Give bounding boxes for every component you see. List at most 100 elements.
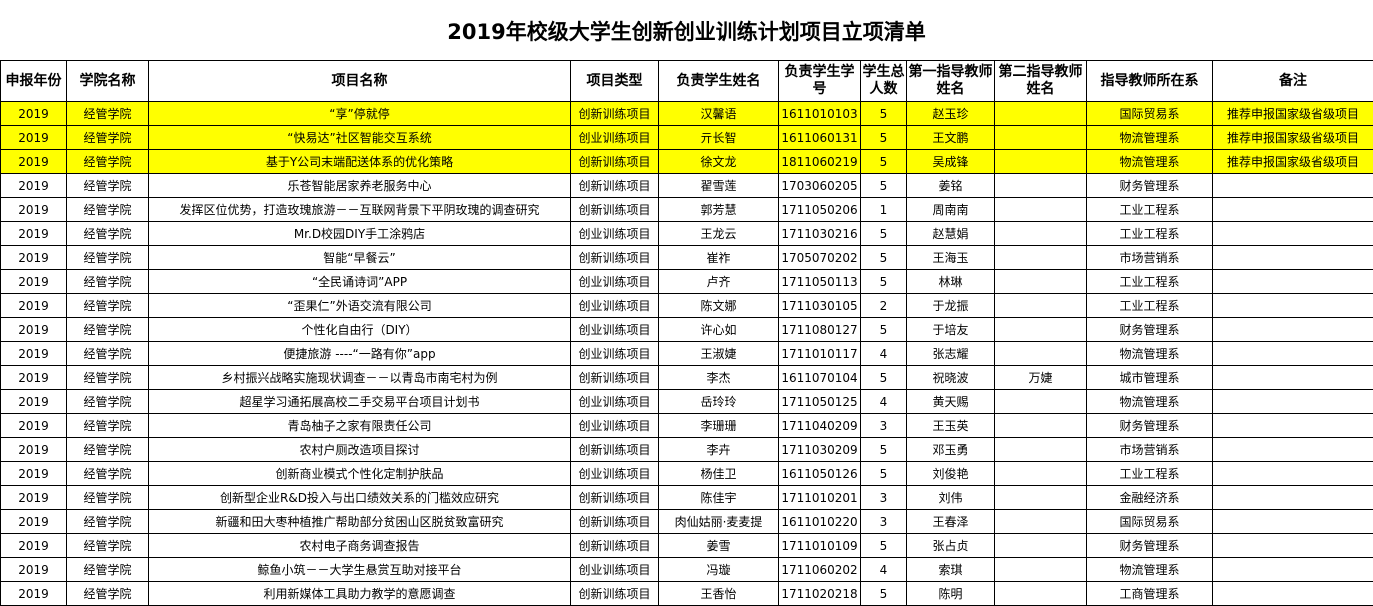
cell: 1611010103 — [778, 101, 861, 126]
cell: 吴成锋 — [906, 149, 995, 174]
cell: 3 — [860, 485, 907, 510]
cell: 利用新媒体工具助力教学的意愿调查 — [148, 581, 571, 606]
cell — [1212, 173, 1373, 198]
cell: 卢齐 — [658, 269, 779, 294]
cell: 工业工程系 — [1086, 197, 1213, 222]
cell: 1711060202 — [778, 557, 861, 582]
cell: 1711050125 — [778, 389, 861, 414]
cell: 创业训练项目 — [570, 413, 659, 438]
cell: 4 — [860, 389, 907, 414]
cell: 2019 — [0, 149, 67, 174]
cell: 许心如 — [658, 317, 779, 342]
cell: 1711010117 — [778, 341, 861, 366]
cell: 1711040209 — [778, 413, 861, 438]
cell: 1705070202 — [778, 245, 861, 270]
cell — [1212, 293, 1373, 318]
cell — [1212, 581, 1373, 606]
table-row: 2019 经管学院 超星学习通拓展高校二手交易平台项目计划书 创业训练项目 岳玲玲 171… — [0, 389, 1373, 414]
cell: 财务管理系 — [1086, 317, 1213, 342]
cell: 乐苍智能居家养老服务中心 — [148, 173, 571, 198]
cell: 经管学院 — [66, 101, 149, 126]
cell: “享”停就停 — [148, 101, 571, 126]
cell: 创新训练项目 — [570, 149, 659, 174]
cell: 黄天赐 — [906, 389, 995, 414]
cell — [994, 485, 1087, 510]
cell: 2019 — [0, 437, 67, 462]
cell — [1212, 437, 1373, 462]
title: 2019年校级大学生创新创业训练计划项目立项清单 — [447, 20, 926, 44]
cell — [994, 461, 1087, 486]
cell: 姜雪 — [658, 533, 779, 558]
cell — [1212, 509, 1373, 534]
cell: 创新训练项目 — [570, 197, 659, 222]
cell: 李杰 — [658, 365, 779, 390]
table-row: 2019 经管学院 个性化自由行（DIY） 创业训练项目 许心如 1711080127 5 于… — [0, 317, 1373, 342]
header-row: 申报年份 学院名称 项目名称 项目类型 负责学生姓名 负责学生学号 学生总人数 第一指导教师姓… — [0, 60, 1373, 102]
cell: 便捷旅游 ----“一路有你”app — [148, 341, 571, 366]
cell — [994, 101, 1087, 126]
cell: 1611010220 — [778, 509, 861, 534]
cell: 基于Y公司末端配送体系的优化策略 — [148, 149, 571, 174]
cell: 于培友 — [906, 317, 995, 342]
cell: 创业训练项目 — [570, 317, 659, 342]
cell: 经管学院 — [66, 533, 149, 558]
cell: 王春泽 — [906, 509, 995, 534]
table-row: 2019 经管学院 创新型企业R&D投入与出口绩效关系的门槛效应研究 创新训练项目 陈佳… — [0, 485, 1373, 510]
cell: 1703060205 — [778, 173, 861, 198]
cell — [1212, 245, 1373, 270]
cell: 5 — [860, 581, 907, 606]
cell: 创业训练项目 — [570, 461, 659, 486]
cell: 国际贸易系 — [1086, 509, 1213, 534]
cell: 推荐申报国家级省级项目 — [1212, 101, 1373, 126]
cell: 万婕 — [994, 365, 1087, 390]
cell: 张占贞 — [906, 533, 995, 558]
cell: 工业工程系 — [1086, 221, 1213, 246]
cell: 城市管理系 — [1086, 365, 1213, 390]
cell: 经管学院 — [66, 317, 149, 342]
cell: 经管学院 — [66, 581, 149, 606]
cell: 物流管理系 — [1086, 557, 1213, 582]
cell: 1811060219 — [778, 149, 861, 174]
cell: 创新型企业R&D投入与出口绩效关系的门槛效应研究 — [148, 485, 571, 510]
cell: 2019 — [0, 221, 67, 246]
cell — [994, 413, 1087, 438]
cell: 2019 — [0, 365, 67, 390]
cell: 经管学院 — [66, 341, 149, 366]
cell: 1711080127 — [778, 317, 861, 342]
cell: 创新训练项目 — [570, 581, 659, 606]
cell: “全民诵诗词”APP — [148, 269, 571, 294]
header-cell: 负责学生学号 — [778, 60, 861, 102]
cell: 乡村振兴战略实施现状调查－－以青岛市南宅村为例 — [148, 365, 571, 390]
cell: 创新训练项目 — [570, 509, 659, 534]
cell: 经管学院 — [66, 125, 149, 150]
cell: 农村电子商务调查报告 — [148, 533, 571, 558]
cell: 张志耀 — [906, 341, 995, 366]
cell: 翟雪莲 — [658, 173, 779, 198]
cell: 肉仙姑丽·麦麦提 — [658, 509, 779, 534]
cell: 2019 — [0, 269, 67, 294]
cell: 李珊珊 — [658, 413, 779, 438]
project-table: 申报年份 学院名称 项目名称 项目类型 负责学生姓名 负责学生学号 学生总人数 第一指导教师姓… — [0, 60, 1373, 606]
table-body: 2019 经管学院 “享”停就停 创新训练项目 汉馨语 1611010103 5 赵玉珍 国际贸… — [0, 101, 1373, 606]
table-row: 2019 经管学院 青岛柚子之家有限责任公司 创业训练项目 李珊珊 1711040209 3… — [0, 413, 1373, 438]
cell: 工商管理系 — [1086, 581, 1213, 606]
cell: “歪果仁”外语交流有限公司 — [148, 293, 571, 318]
cell: 1711030105 — [778, 293, 861, 318]
cell — [1212, 317, 1373, 342]
cell: 王淑婕 — [658, 341, 779, 366]
table-row: 2019 经管学院 乐苍智能居家养老服务中心 创新训练项目 翟雪莲 1703060205 5… — [0, 173, 1373, 198]
cell: 物流管理系 — [1086, 341, 1213, 366]
cell: 1711010201 — [778, 485, 861, 510]
cell: 经管学院 — [66, 269, 149, 294]
cell — [1212, 461, 1373, 486]
cell: 3 — [860, 509, 907, 534]
cell: 经管学院 — [66, 197, 149, 222]
header-cell: 指导教师所在系 — [1086, 60, 1213, 102]
cell: 李卉 — [658, 437, 779, 462]
cell: 亓长智 — [658, 125, 779, 150]
cell — [1212, 365, 1373, 390]
table-row: 2019 经管学院 便捷旅游 ----“一路有你”app 创业训练项目 王淑婕 17110… — [0, 341, 1373, 366]
cell — [1212, 389, 1373, 414]
cell: 1611070104 — [778, 365, 861, 390]
